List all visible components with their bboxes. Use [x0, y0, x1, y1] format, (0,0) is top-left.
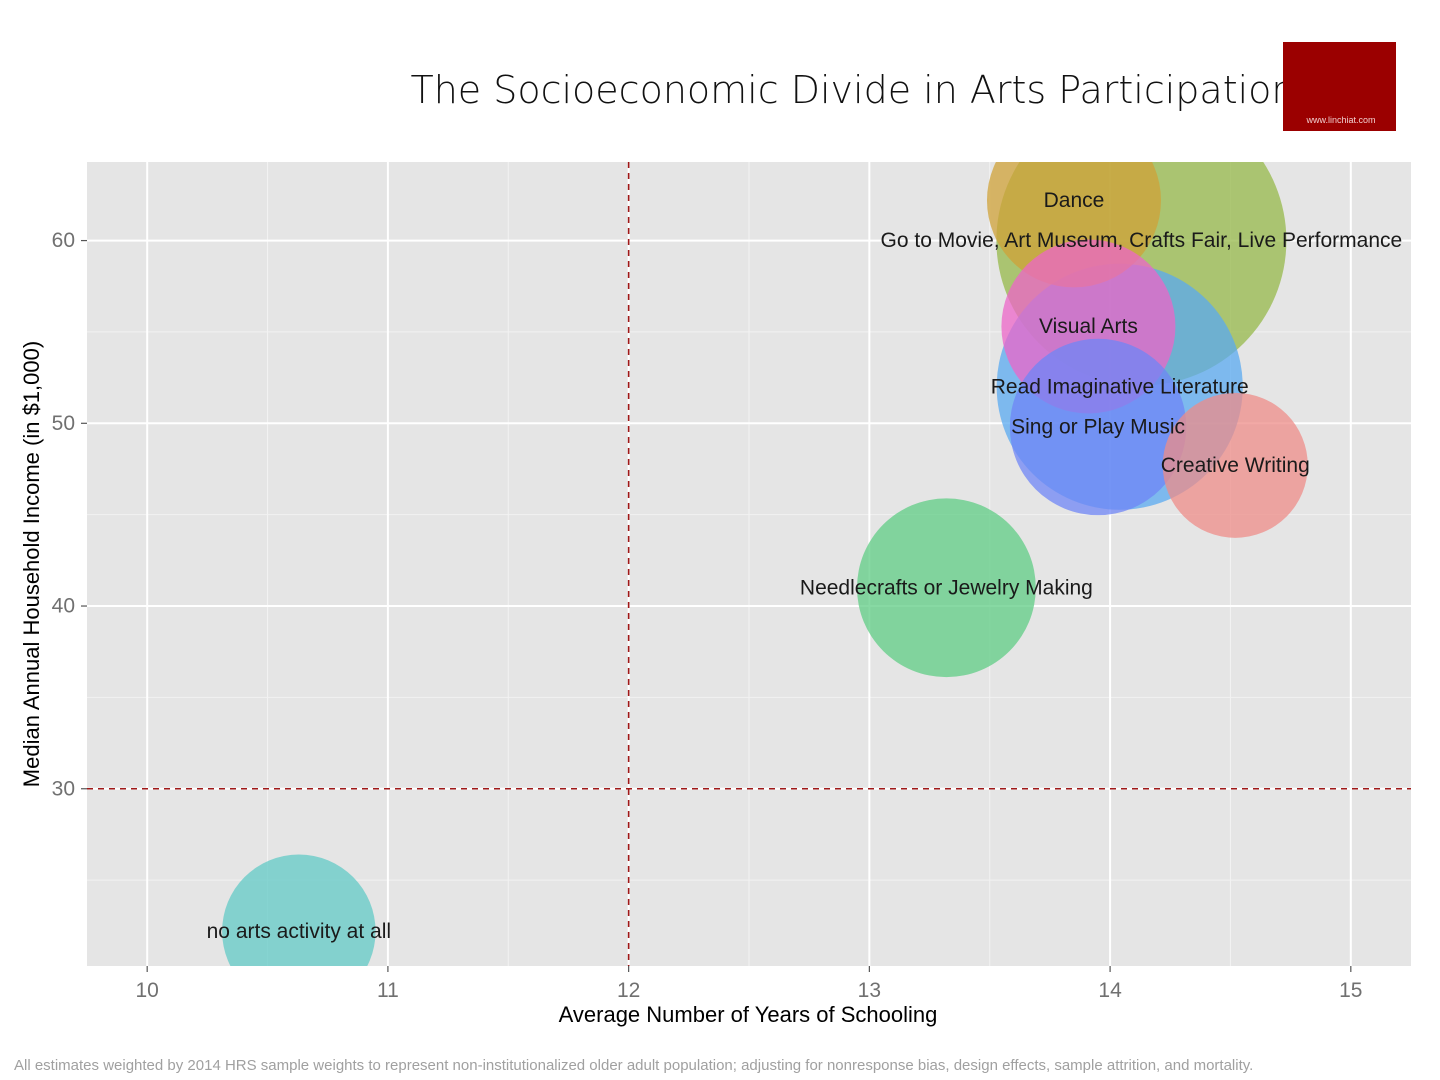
x-tick-label: 15: [1339, 979, 1362, 1002]
bubble-sing-or-play-music: [1009, 338, 1187, 516]
bubble-label-no-arts-activity-at-all: no arts activity at all: [207, 920, 391, 943]
logo-box: [1283, 42, 1396, 131]
logo-text: www.linchiat.com: [1305, 115, 1375, 125]
chart-title: The Socioeconomic Divide in Arts Partici…: [410, 68, 1295, 112]
site-logo: www.linchiat.com: [1283, 42, 1396, 131]
bubble-label-needlecrafts-or-jewelry-making: Needlecrafts or Jewelry Making: [800, 576, 1093, 599]
y-tick-label: 60: [52, 229, 75, 252]
bubble-label-dance: Dance: [1044, 189, 1105, 212]
bubble-needlecrafts-or-jewelry-making: [857, 498, 1036, 678]
x-tick-label: 14: [1098, 979, 1122, 1002]
bubble-label-sing-or-play-music: Sing or Play Music: [1011, 415, 1185, 438]
bubble-label-visual-arts: Visual Arts: [1039, 315, 1138, 338]
bubble-label-read-imaginative-literature: Read Imaginative Literature: [991, 375, 1249, 398]
x-tick-label: 11: [377, 979, 399, 1002]
x-tick-label: 13: [858, 979, 881, 1002]
bubble-creative-writing: [1162, 392, 1308, 538]
x-tick-label: 10: [136, 979, 159, 1002]
y-tick-label: 40: [52, 595, 75, 618]
reference-lines: [87, 162, 1411, 966]
y-tick-label: 50: [52, 412, 75, 435]
bubble-no-arts-activity-at-all: [222, 854, 376, 966]
bubble-layer: [222, 162, 1308, 966]
bubble-label-creative-writing: Creative Writing: [1161, 454, 1310, 477]
axes: 10 11 12 13 14 15 30 40 50 60: [52, 229, 1363, 1002]
bubble-label-go-to-movie-art-museum-crafts-fair-live-performance: Go to Movie, Art Museum, Crafts Fair, Li…: [881, 229, 1403, 252]
x-tick-label: 12: [617, 979, 640, 1002]
bubble-label-layer: Go to Movie, Art Museum, Crafts Fair, Li…: [207, 189, 1403, 943]
y-axis-title: Median Annual Household Income (in $1,00…: [19, 341, 44, 787]
y-tick-label: 30: [52, 777, 75, 800]
footnote: All estimates weighted by 2014 HRS sampl…: [14, 1057, 1253, 1074]
x-axis-title: Average Number of Years of Schooling: [559, 1002, 938, 1027]
